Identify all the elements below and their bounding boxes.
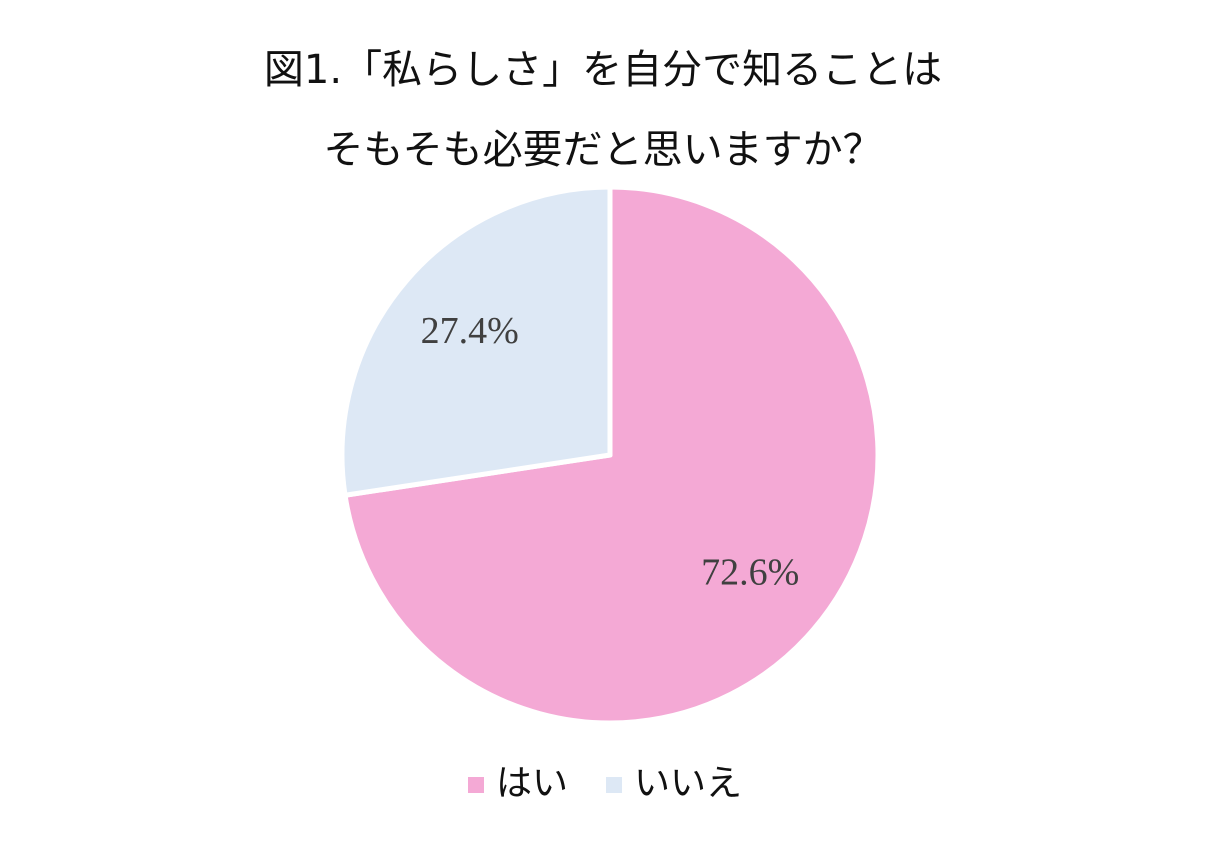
pie-slice [339, 184, 613, 498]
chart-title: 図1.「私らしさ」を自分で知ることは [264, 47, 942, 93]
legend-label: いいえ [634, 763, 742, 804]
data-label: 27.4% [421, 310, 519, 352]
chart-title: そもそも必要だと思いますか？ [323, 127, 882, 173]
legend-swatch [606, 777, 623, 793]
legend-swatch [468, 777, 484, 793]
data-label: 72.6% [701, 551, 799, 593]
legend-label: はい [496, 763, 568, 804]
